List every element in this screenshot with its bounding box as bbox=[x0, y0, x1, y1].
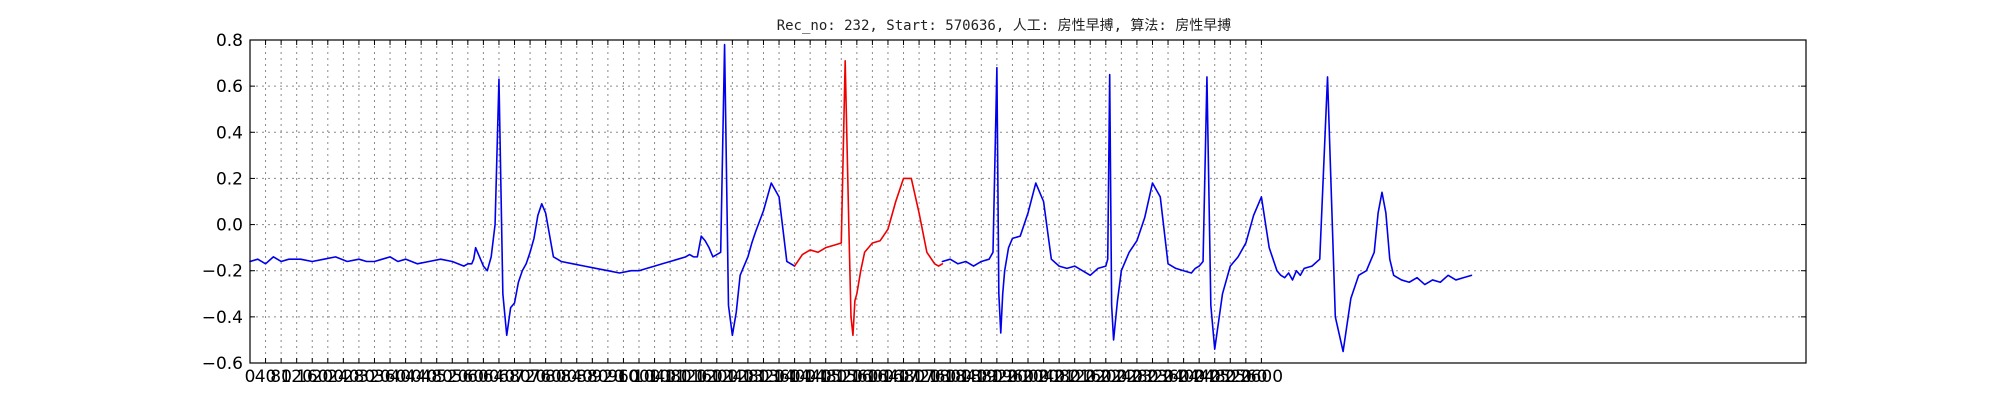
x-tick-label: 2160 bbox=[1069, 367, 1112, 387]
x-tick-label: 1280 bbox=[726, 367, 769, 387]
x-tick-label: 760 bbox=[529, 367, 561, 387]
y-tick-label: −0.2 bbox=[202, 262, 243, 282]
x-tick-label: 1440 bbox=[789, 367, 832, 387]
x-tick-label: 560 bbox=[452, 367, 484, 387]
ecg-series-0 bbox=[249, 43, 796, 337]
series-layer bbox=[249, 43, 1473, 353]
x-tick-label: 1760 bbox=[913, 367, 956, 387]
x-tick-label: 480 bbox=[420, 367, 452, 387]
ecg-series-2 bbox=[941, 66, 1473, 353]
x-tick-label: 1080 bbox=[648, 367, 691, 387]
x-tick-label: 240 bbox=[327, 367, 359, 387]
x-tick-label: 1120 bbox=[664, 367, 707, 387]
x-tick-label: 1200 bbox=[695, 367, 738, 387]
x-tick-label: 2240 bbox=[1100, 367, 1143, 387]
x-tick-label: 280 bbox=[343, 367, 375, 387]
x-tick-label: 1000 bbox=[617, 367, 660, 387]
x-tick-label: 360 bbox=[374, 367, 406, 387]
x-tick-label: 2480 bbox=[1193, 367, 1236, 387]
x-tick-label: 600 bbox=[467, 367, 499, 387]
y-tick-label: 0.4 bbox=[216, 123, 243, 143]
x-tick-label: 720 bbox=[514, 367, 546, 387]
x-tick-label: 0 bbox=[245, 367, 256, 387]
x-tick-label: 1880 bbox=[960, 367, 1003, 387]
x-tick-label: 320 bbox=[358, 367, 390, 387]
x-tick-label: 40 bbox=[255, 367, 277, 387]
x-tick-label: 1560 bbox=[835, 367, 878, 387]
x-tick-label: 2000 bbox=[1006, 367, 1049, 387]
x-tick-label: 120 bbox=[280, 367, 312, 387]
x-tick-label: 2040 bbox=[1022, 367, 1065, 387]
x-tick-label: 1520 bbox=[820, 367, 863, 387]
label-layer: 0 408012016020024028032036040044048052056… bbox=[202, 31, 1283, 387]
y-tick-label: 0.0 bbox=[216, 216, 243, 236]
x-tick-label: 520 bbox=[436, 367, 468, 387]
x-tick-label: 2600 bbox=[1240, 367, 1283, 387]
x-tick-label: 1600 bbox=[851, 367, 894, 387]
x-tick-label: 1800 bbox=[929, 367, 972, 387]
x-tick-label: 2360 bbox=[1146, 367, 1189, 387]
x-tick-label: 680 bbox=[498, 367, 530, 387]
chart-title: Rec_no: 232, Start: 570636, 人工: 房性早搏, 算法… bbox=[777, 17, 1232, 34]
x-tick-label: 2560 bbox=[1224, 367, 1267, 387]
y-tick-label: 0.6 bbox=[216, 77, 243, 97]
x-tick-label: 1840 bbox=[944, 367, 987, 387]
x-tick-label: 1040 bbox=[633, 367, 676, 387]
x-tick-label: 1720 bbox=[897, 367, 940, 387]
x-tick-label: 1160 bbox=[680, 367, 723, 387]
x-tick-label: 2120 bbox=[1053, 367, 1096, 387]
y-tick-label: −0.6 bbox=[202, 354, 243, 374]
y-tick-label: −0.4 bbox=[202, 308, 243, 328]
x-tick-label: 440 bbox=[405, 367, 437, 387]
x-tick-label: 640 bbox=[483, 367, 515, 387]
x-tick-label: 2440 bbox=[1178, 367, 1221, 387]
tick-layer bbox=[249, 39, 1806, 364]
x-tick-label: 200 bbox=[312, 367, 344, 387]
x-tick-label: 2280 bbox=[1115, 367, 1158, 387]
x-tick-label: 920 bbox=[592, 367, 624, 387]
x-tick-label: 1400 bbox=[773, 367, 816, 387]
ecg-series-1 bbox=[793, 59, 944, 337]
x-tick-label: 2320 bbox=[1131, 367, 1174, 387]
x-tick-label: 2080 bbox=[1037, 367, 1080, 387]
x-tick-label: 400 bbox=[389, 367, 421, 387]
x-tick-label: 1240 bbox=[711, 367, 754, 387]
x-tick-label: 1680 bbox=[882, 367, 925, 387]
x-tick-label: 2200 bbox=[1084, 367, 1127, 387]
x-tick-label: 1640 bbox=[866, 367, 909, 387]
x-tick-label: 2520 bbox=[1209, 367, 1252, 387]
x-tick-label: 1920 bbox=[975, 367, 1018, 387]
x-tick-label: 800 bbox=[545, 367, 577, 387]
x-tick-label: 960 bbox=[607, 367, 639, 387]
x-tick-label: 840 bbox=[561, 367, 593, 387]
y-tick-label: 0.2 bbox=[216, 169, 243, 189]
x-tick-label: 1360 bbox=[757, 367, 800, 387]
x-tick-label: 80 bbox=[270, 367, 292, 387]
x-tick-label: 2400 bbox=[1162, 367, 1205, 387]
x-tick-label: 160 bbox=[296, 367, 328, 387]
x-tick-label: 1320 bbox=[742, 367, 785, 387]
x-tick-label: 1480 bbox=[804, 367, 847, 387]
y-tick-label: 0.8 bbox=[216, 31, 243, 51]
grid-layer bbox=[249, 39, 1806, 364]
x-tick-label: 880 bbox=[576, 367, 608, 387]
x-tick-label: 1960 bbox=[991, 367, 1034, 387]
